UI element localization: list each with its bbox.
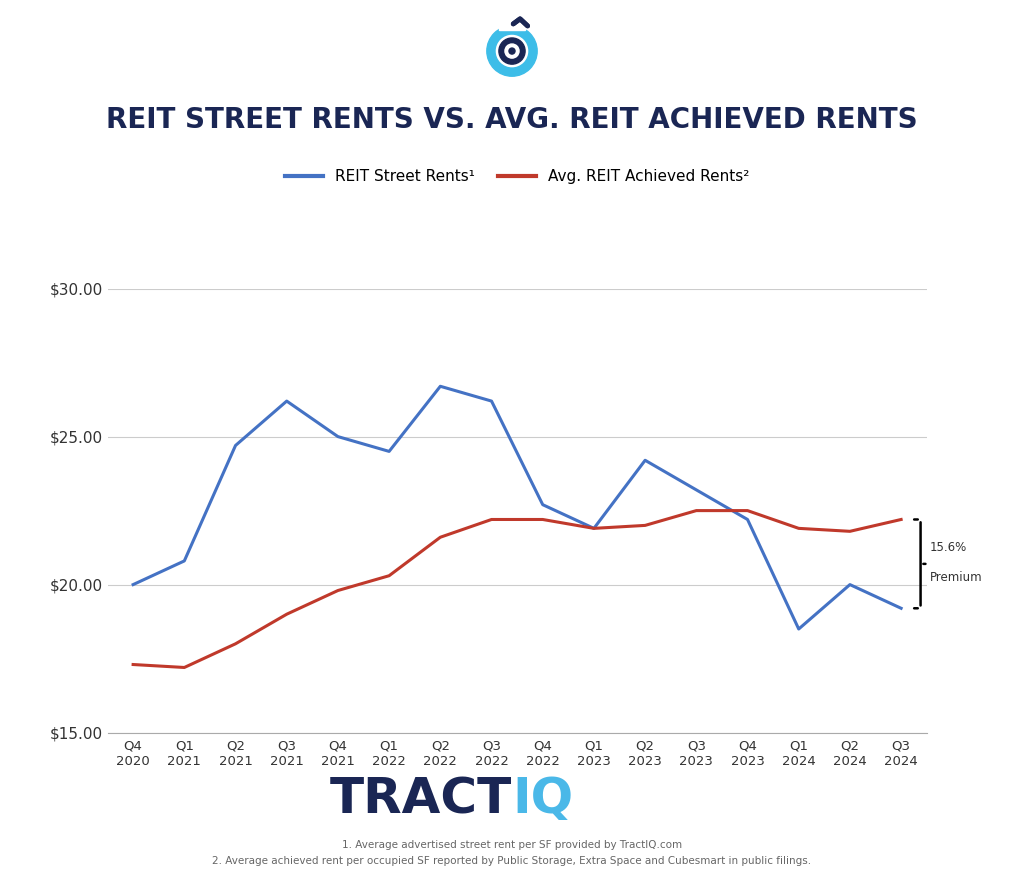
Legend: REIT Street Rents¹, Avg. REIT Achieved Rents²: REIT Street Rents¹, Avg. REIT Achieved R… (279, 163, 756, 190)
Text: REIT STREET RENTS VS. AVG. REIT ACHIEVED RENTS: REIT STREET RENTS VS. AVG. REIT ACHIEVED… (106, 106, 918, 134)
Polygon shape (500, 11, 524, 29)
Circle shape (509, 48, 515, 54)
Text: Premium: Premium (930, 571, 982, 583)
Text: IQ: IQ (512, 775, 573, 823)
Circle shape (486, 26, 538, 76)
Text: 1. Average advertised street rent per SF provided by TractIQ.com: 1. Average advertised street rent per SF… (342, 840, 682, 851)
Text: TRACT: TRACT (330, 775, 512, 823)
Text: 2. Average achieved rent per occupied SF reported by Public Storage, Extra Space: 2. Average achieved rent per occupied SF… (212, 856, 812, 867)
Circle shape (505, 44, 519, 58)
Text: 15.6%: 15.6% (930, 541, 967, 554)
Circle shape (499, 38, 525, 64)
Circle shape (497, 36, 527, 67)
